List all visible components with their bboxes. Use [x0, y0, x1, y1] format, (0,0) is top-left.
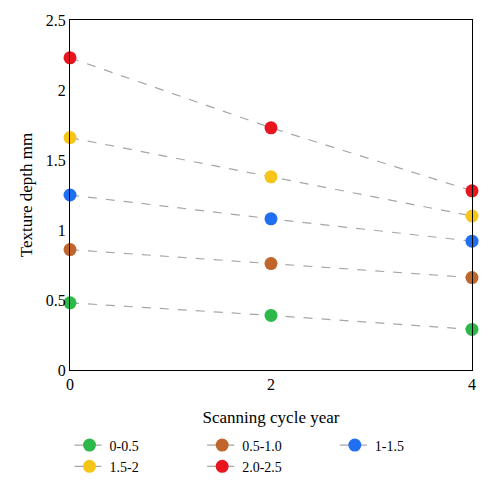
svg-text:2: 2 [58, 82, 66, 99]
svg-text:1-1.5: 1-1.5 [375, 439, 404, 454]
svg-text:Texture depth mm: Texture depth mm [17, 133, 36, 257]
svg-text:1: 1 [58, 222, 66, 239]
svg-text:2.5: 2.5 [46, 12, 66, 29]
svg-text:Scanning cycle year: Scanning cycle year [203, 408, 340, 427]
svg-text:2.0-2.5: 2.0-2.5 [242, 460, 282, 475]
svg-text:0.5: 0.5 [46, 292, 66, 309]
svg-text:1.5: 1.5 [46, 152, 66, 169]
svg-text:4: 4 [468, 376, 476, 393]
svg-text:0-0.5: 0-0.5 [110, 439, 139, 454]
svg-text:0.5-1.0: 0.5-1.0 [242, 439, 282, 454]
svg-text:0: 0 [58, 362, 66, 379]
svg-text:1.5-2: 1.5-2 [110, 460, 139, 475]
svg-text:0: 0 [66, 376, 74, 393]
svg-text:2: 2 [267, 376, 275, 393]
